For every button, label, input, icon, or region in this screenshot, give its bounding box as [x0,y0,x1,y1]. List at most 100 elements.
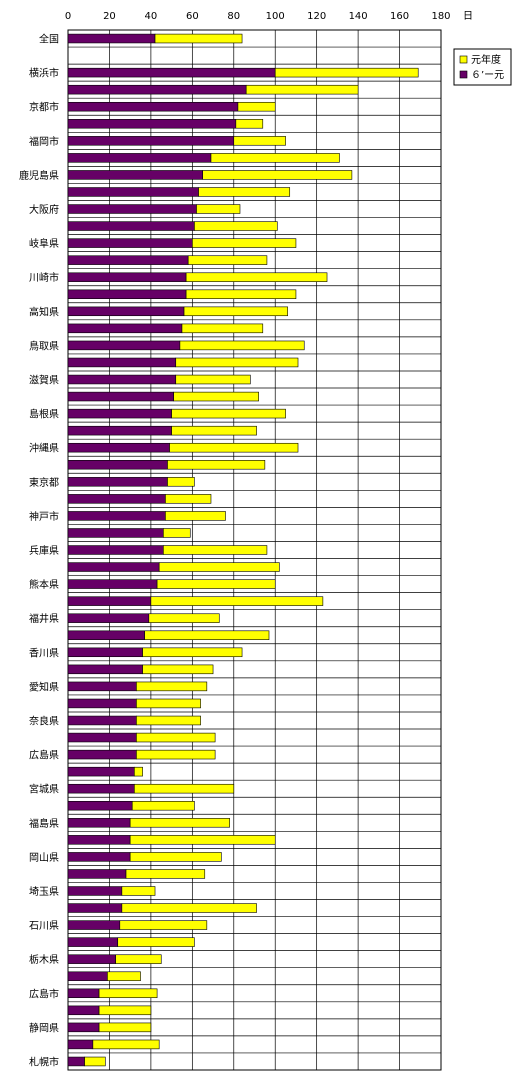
bar-segment-series-0 [67,647,143,658]
bar-segment-series-0 [67,715,137,726]
bar-segment-series-0 [67,306,185,317]
category-label: 栃木県 [29,953,59,966]
category-label: 福井県 [29,612,59,625]
bar-segment-series-1 [129,852,222,862]
bar-segment-series-1 [84,1056,106,1067]
category-label: 広島県 [29,749,59,762]
bar-segment-series-1 [274,67,419,78]
bar-segment-series-0 [67,835,131,845]
bar-segment-series-1 [121,903,257,913]
bar-segment-series-1 [210,153,340,163]
bar-segment-series-0 [67,528,164,538]
bar-segment-series-1 [179,340,305,351]
bar-segment-series-0 [67,1022,100,1033]
bar-segment-series-1 [196,204,241,214]
bar-segment-series-0 [67,579,158,589]
bar-segment-series-1 [171,425,257,436]
bar-segment-series-0 [67,971,108,981]
gridlines [67,29,442,1071]
bar-segment-series-1 [134,766,143,777]
bar-segment-series-0 [67,903,123,913]
bar-segment-series-0 [67,238,193,248]
bar-segment-series-1 [165,511,226,521]
bar-segment-series-1 [117,937,195,947]
category-label: 香川県 [29,647,59,659]
category-label: 宮城県 [29,783,59,796]
bar-segment-series-1 [136,732,216,743]
bar-segment-series-0 [67,255,189,265]
bar-segment-series-0 [67,732,137,743]
bar-segment-series-1 [198,187,291,197]
bar-segment-series-0 [67,698,137,709]
bar-segment-series-1 [134,783,235,794]
legend-label-gannendo: 元年度 [471,53,501,66]
bar-segment-series-0 [67,852,131,862]
bar-segment-series-1 [107,971,141,981]
x-tick-label: 40 [145,11,158,22]
bar-segment-series-1 [98,1005,152,1016]
category-label: 愛知県 [29,680,59,693]
category-label: 岐阜県 [29,237,59,250]
bar-segment-series-0 [67,562,160,572]
legend-label-6-gen: ６’ー元 [471,70,504,81]
bar-segment-series-0 [67,357,177,368]
category-label: 川崎市 [29,271,59,284]
bar-segment-series-1 [142,647,243,658]
category-label: 福島県 [29,817,59,830]
bar-segment-series-1 [235,119,264,129]
bar-segment-series-0 [67,323,183,334]
bar-segment-series-1 [92,1039,160,1050]
bar-segment-series-1 [167,477,195,487]
x-tick-label: 100 [266,11,285,22]
bar-segment-series-0 [67,204,197,214]
bar-segment-series-1 [115,954,162,964]
bar-segment-series-1 [171,408,286,419]
bar-segment-series-1 [119,920,208,930]
category-label: 静岡県 [29,1021,59,1034]
category-label: 埼玉県 [29,885,59,898]
bar-segment-series-0 [67,136,235,146]
bar-segment-series-0 [67,1039,94,1050]
bar-segment-series-0 [67,886,123,896]
category-label: 広島市 [29,987,59,1000]
x-tick-label: 160 [390,11,409,22]
bar-segment-series-0 [67,221,195,231]
bar-segment-series-1 [185,272,328,282]
bar-segment-series-0 [67,84,247,95]
bar-segment-series-1 [144,630,270,640]
bar-segment-series-1 [165,494,212,504]
category-label: 福岡市 [29,135,59,148]
bar-segment-series-1 [158,562,280,572]
category-label: 東京都 [29,476,59,489]
bar-segment-series-1 [183,306,288,317]
x-tick-label: 140 [349,11,368,22]
bar-segment-series-1 [136,681,208,692]
bar-segment-series-1 [150,596,324,606]
bar-segment-series-0 [67,681,137,692]
bar-segment-series-1 [121,886,156,896]
bar-segment-series-0 [67,511,166,521]
category-label: 横浜市 [29,67,59,80]
category-label: 京都市 [29,101,59,114]
category-label: 鹿児島県 [19,169,59,182]
bar-segment-series-1 [98,988,158,999]
bar-segment-series-0 [67,801,133,811]
category-label: 島根県 [29,408,59,421]
bar-segment-series-0 [67,1005,100,1016]
x-tick-label: 120 [307,11,326,22]
x-tick-label: 80 [227,11,240,22]
bar-segment-series-0 [67,374,177,385]
bar-segment-series-1 [245,84,359,95]
bar-segment-series-0 [67,119,237,129]
bar-segment-series-0 [67,869,127,879]
bar-segment-series-1 [136,715,201,726]
category-label: 奈良県 [29,714,59,727]
bar-segment-series-0 [67,920,121,930]
bar-segment-series-0 [67,340,181,351]
bar-segment-series-1 [131,801,195,811]
bar-segment-series-1 [136,698,201,709]
bar-segment-series-1 [169,442,299,453]
legend-swatch-6-gen [459,70,468,79]
bar-segment-series-1 [202,170,353,180]
